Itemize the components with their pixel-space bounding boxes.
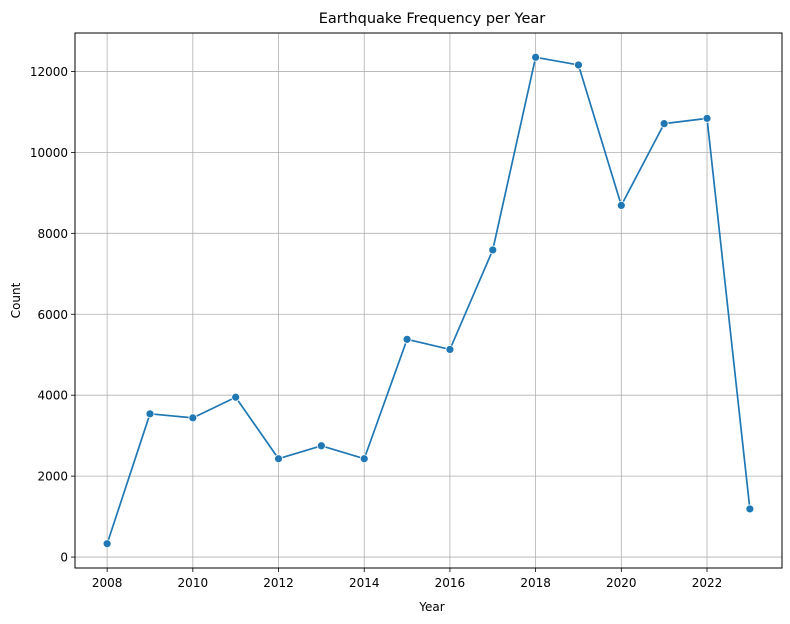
data-point (659, 119, 669, 129)
x-tick-label: 2020 (606, 576, 637, 590)
y-tick-label: 12000 (30, 65, 68, 79)
data-point (531, 52, 541, 62)
y-tick-label: 4000 (37, 389, 68, 403)
series-group (102, 52, 755, 549)
y-tick-label: 2000 (37, 470, 68, 484)
data-point (316, 441, 326, 451)
data-point (274, 454, 283, 464)
x-tick-label: 2022 (692, 576, 723, 590)
data-point (488, 245, 498, 255)
x-tick-label: 2012 (263, 576, 294, 590)
y-axis-label: Count (9, 282, 23, 318)
x-tick-label: 2018 (520, 576, 551, 590)
y-tick-label: 6000 (37, 308, 68, 322)
data-point (145, 409, 155, 419)
chart-title: Earthquake Frequency per Year (319, 11, 546, 27)
series-line (106, 56, 751, 544)
x-axis-ticks: 2008 2010 2012 2014 2016 2018 2020 2022 (92, 568, 722, 590)
data-point (231, 392, 241, 402)
x-axis-label: Year (418, 600, 444, 614)
data-point (359, 454, 369, 464)
x-tick-label: 2014 (349, 576, 380, 590)
x-tick-label: 2008 (92, 576, 123, 590)
grid (75, 33, 782, 568)
plot-frame (74, 32, 783, 569)
y-axis-ticks: 0 2000 4000 6000 8000 10000 12000 (30, 65, 75, 565)
y-tick-label: 10000 (30, 146, 68, 160)
data-point (402, 334, 412, 344)
x-tick-label: 2016 (435, 576, 466, 590)
data-point (445, 345, 455, 354)
data-point (188, 413, 198, 423)
y-tick-label: 8000 (37, 227, 68, 241)
data-point (702, 113, 712, 123)
y-tick-label: 0 (60, 551, 68, 565)
data-point (102, 539, 112, 549)
data-point (574, 60, 583, 70)
data-point (616, 200, 626, 210)
data-point (745, 504, 755, 514)
x-tick-label: 2010 (178, 576, 209, 590)
